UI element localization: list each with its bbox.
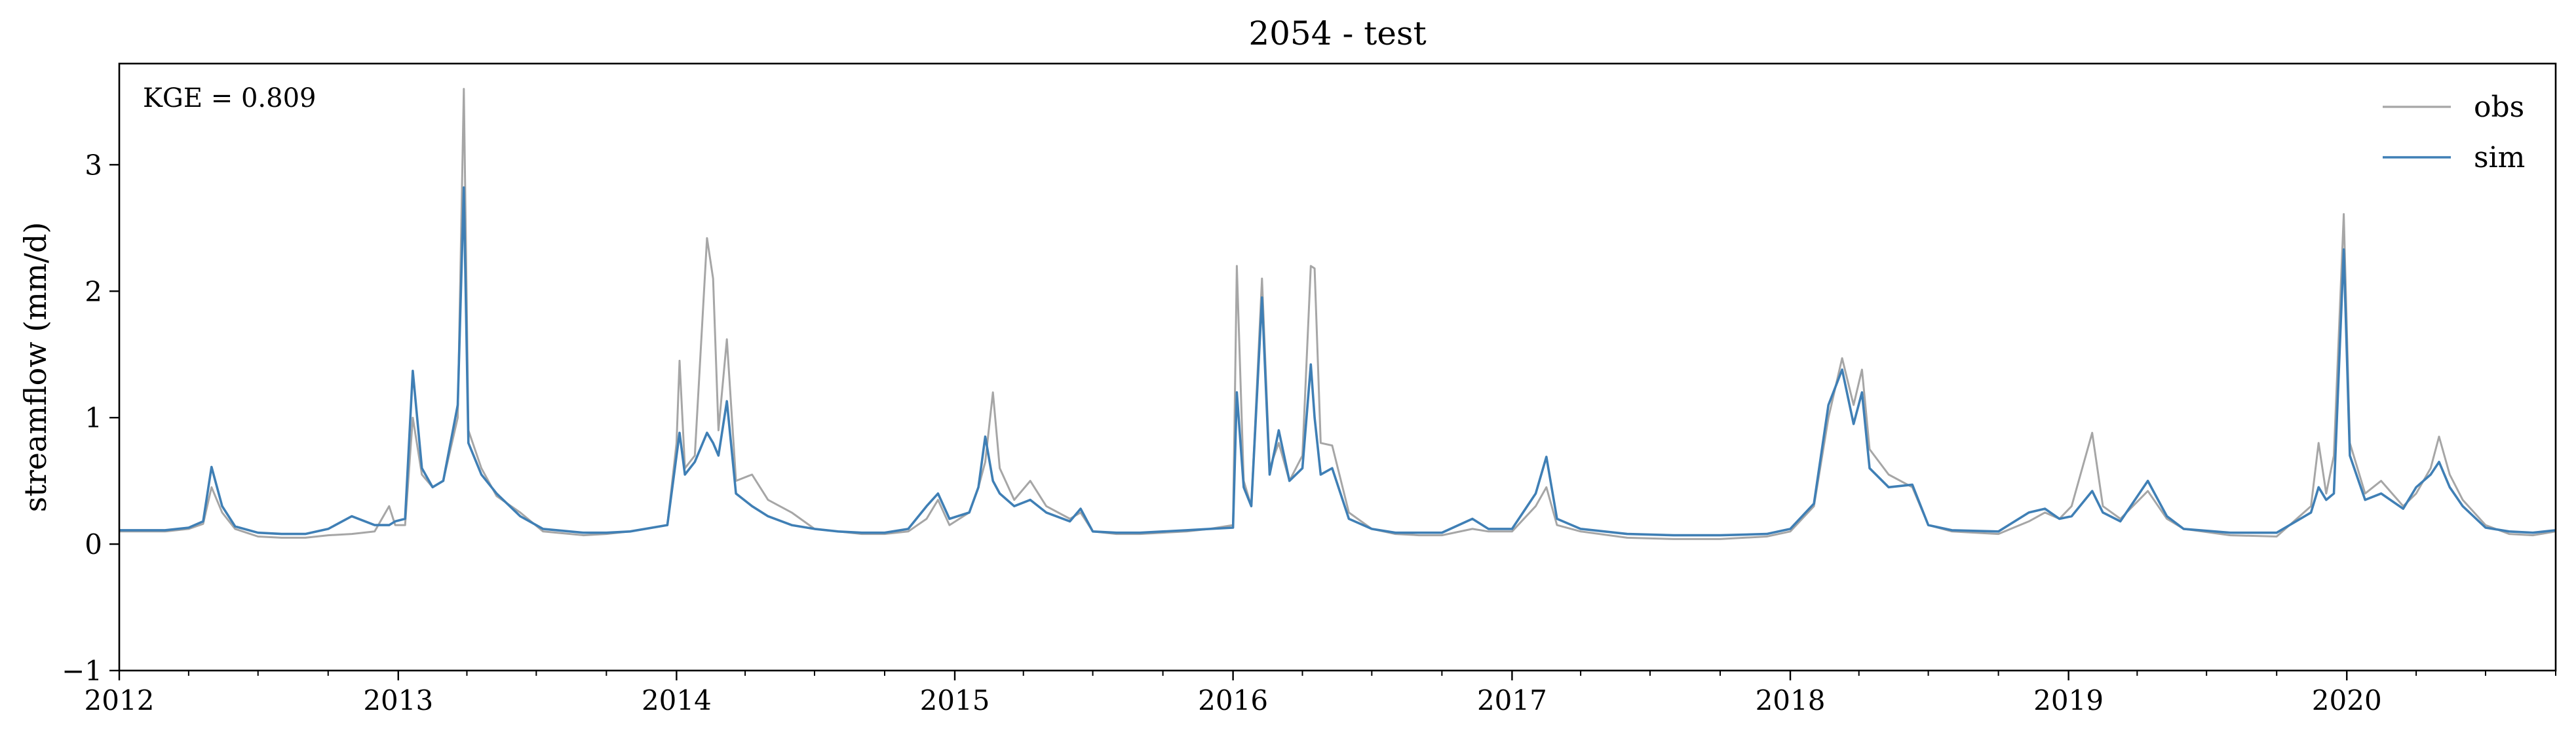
x-tick-label: 2019	[2033, 684, 2104, 716]
y-axis-label: streamflow (mm/d)	[18, 222, 53, 513]
series-layer	[119, 88, 2556, 540]
x-tick-label: 2013	[363, 684, 433, 716]
legend: obs sim	[2383, 90, 2525, 174]
x-axis: 2012 2013 2014 2015 2016 2017 2018 2019 2020	[85, 671, 2556, 716]
kge-annotation: KGE = 0.809	[143, 83, 317, 113]
y-tick-label: 0	[85, 528, 102, 560]
x-tick-label: 2012	[85, 684, 155, 716]
x-tick-label: 2020	[2312, 684, 2382, 716]
chart-title: 2054 - test	[1248, 14, 1426, 52]
x-tick-label: 2018	[1756, 684, 1826, 716]
y-axis: −1 0 1 2 3	[62, 149, 119, 687]
series-line-sim	[119, 186, 2556, 537]
plot-frame	[118, 62, 2557, 672]
x-tick-label: 2014	[642, 684, 712, 716]
y-tick-label: 1	[85, 402, 102, 434]
legend-label-sim: sim	[2474, 141, 2525, 174]
x-tick-label: 2016	[1198, 684, 1268, 716]
y-tick-label: 3	[85, 149, 102, 181]
legend-label-obs: obs	[2474, 90, 2524, 124]
y-tick-label: 2	[85, 275, 102, 307]
y-tick-label: −1	[62, 655, 102, 687]
x-tick-label: 2015	[920, 684, 990, 716]
x-tick-label: 2017	[1477, 684, 1547, 716]
